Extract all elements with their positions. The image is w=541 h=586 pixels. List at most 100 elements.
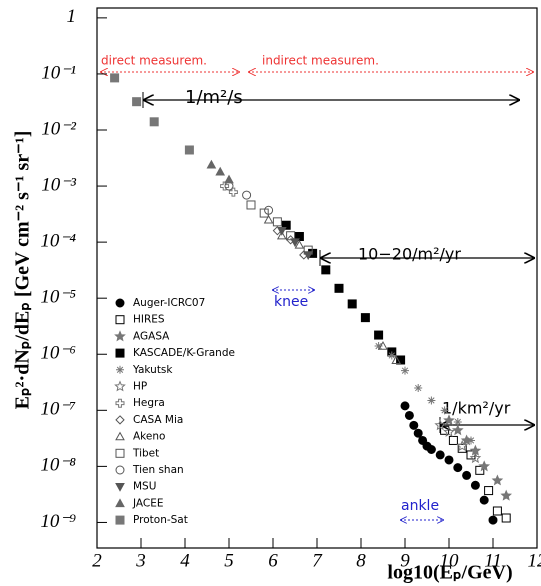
x-tick-label: 11 <box>484 550 502 571</box>
legend-marker <box>114 380 126 392</box>
data-point <box>374 330 384 340</box>
y-tick-label: 1 <box>67 6 77 27</box>
x-tick-label: 3 <box>135 550 146 571</box>
legend-marker <box>115 298 125 308</box>
data-point <box>378 341 388 350</box>
legend-marker <box>115 315 125 325</box>
data-point <box>391 355 402 364</box>
data-point <box>294 239 305 249</box>
data-point <box>264 205 274 215</box>
data-point <box>440 406 449 415</box>
data-point <box>462 470 472 480</box>
data-point <box>303 251 314 261</box>
legend-label: Akeno <box>133 431 165 443</box>
data-point <box>281 220 291 230</box>
data-point <box>469 452 482 464</box>
legend-label: HIRES <box>133 314 165 326</box>
data-point <box>413 428 423 438</box>
data-point <box>470 480 480 490</box>
x-tick-label: 9 <box>400 550 410 571</box>
legend-marker <box>115 448 125 458</box>
data-point <box>409 420 419 430</box>
legend-label: CASA Mia <box>133 414 183 426</box>
annotation: knee <box>274 294 308 310</box>
legend-marker <box>115 431 125 441</box>
data-point <box>286 231 296 241</box>
data-point <box>448 435 458 445</box>
y-tick-label: 10⁻⁶ <box>40 343 76 364</box>
data-point <box>443 414 455 426</box>
legend-marker <box>115 483 125 492</box>
y-tick-label: 10⁻⁸ <box>40 455 76 476</box>
y-tick-label: 10⁻⁷ <box>40 399 76 420</box>
data-point <box>400 401 410 411</box>
legend-marker <box>115 398 125 408</box>
data-point <box>360 313 370 323</box>
annotation: 1/km²/yr <box>442 399 511 418</box>
annotation: direct measurem. <box>101 54 207 68</box>
legend-label: Tien shan <box>132 464 184 476</box>
y-tick-label: 10⁻³ <box>41 174 76 195</box>
x-tick-label: 6 <box>268 550 278 571</box>
x-tick-label: 4 <box>180 550 190 571</box>
data-point <box>228 187 238 197</box>
legend-marker <box>114 330 126 342</box>
data-point <box>457 443 467 453</box>
legend-label: MSU <box>133 481 156 493</box>
data-point <box>224 174 234 184</box>
legend-label: KASCADE/K-Grande <box>133 347 235 359</box>
data-point <box>149 117 159 127</box>
data-point <box>263 214 274 224</box>
x-tick-label: 2 <box>92 550 102 571</box>
data-point <box>404 410 414 420</box>
data-point <box>478 460 491 472</box>
data-point <box>456 440 469 452</box>
legend-marker <box>115 348 125 358</box>
legend-label: AGASA <box>133 330 170 342</box>
data-point <box>479 495 489 505</box>
legend-marker <box>115 465 125 475</box>
data-point <box>467 436 475 445</box>
legend-marker <box>115 415 125 425</box>
data-point <box>500 489 513 501</box>
data-point <box>215 166 226 176</box>
y-tick-label: 10⁻⁴ <box>40 230 76 251</box>
annotation: ankle <box>401 498 439 514</box>
data-point <box>132 97 142 107</box>
x-tick-label: 5 <box>224 550 234 571</box>
data-point <box>444 455 454 465</box>
data-point <box>488 515 498 525</box>
data-point <box>290 238 300 248</box>
data-point <box>347 299 357 309</box>
data-point <box>440 425 450 435</box>
legend-marker <box>115 498 125 508</box>
y-tick-label: 10⁻⁵ <box>40 287 76 308</box>
legend-label: HP <box>133 381 147 393</box>
data-point <box>451 424 464 436</box>
legend-label: Proton-Sat <box>133 514 188 526</box>
x-tick-label: 8 <box>356 550 366 571</box>
data-point <box>184 145 194 155</box>
data-point <box>246 200 256 210</box>
data-point <box>492 506 502 516</box>
legend-marker <box>115 515 125 525</box>
y-tick-label: 10⁻² <box>41 118 76 139</box>
annotation: 1/m²/s <box>185 87 243 108</box>
data-point <box>272 217 282 227</box>
data-point <box>276 230 287 240</box>
y-tick-label: 10⁻¹ <box>41 62 76 83</box>
data-point <box>443 425 455 437</box>
data-point <box>374 342 383 351</box>
legend-label: Hegra <box>133 397 165 409</box>
data-point <box>475 465 485 475</box>
data-point <box>501 513 511 523</box>
data-point <box>206 159 217 169</box>
legend-label: Yakutsk <box>132 364 173 376</box>
data-point <box>435 450 445 460</box>
legend-label: Auger-ICRC07 <box>133 297 205 309</box>
data-point <box>484 486 494 496</box>
data-point <box>453 417 462 426</box>
data-point <box>321 265 331 275</box>
data-point <box>110 73 120 83</box>
